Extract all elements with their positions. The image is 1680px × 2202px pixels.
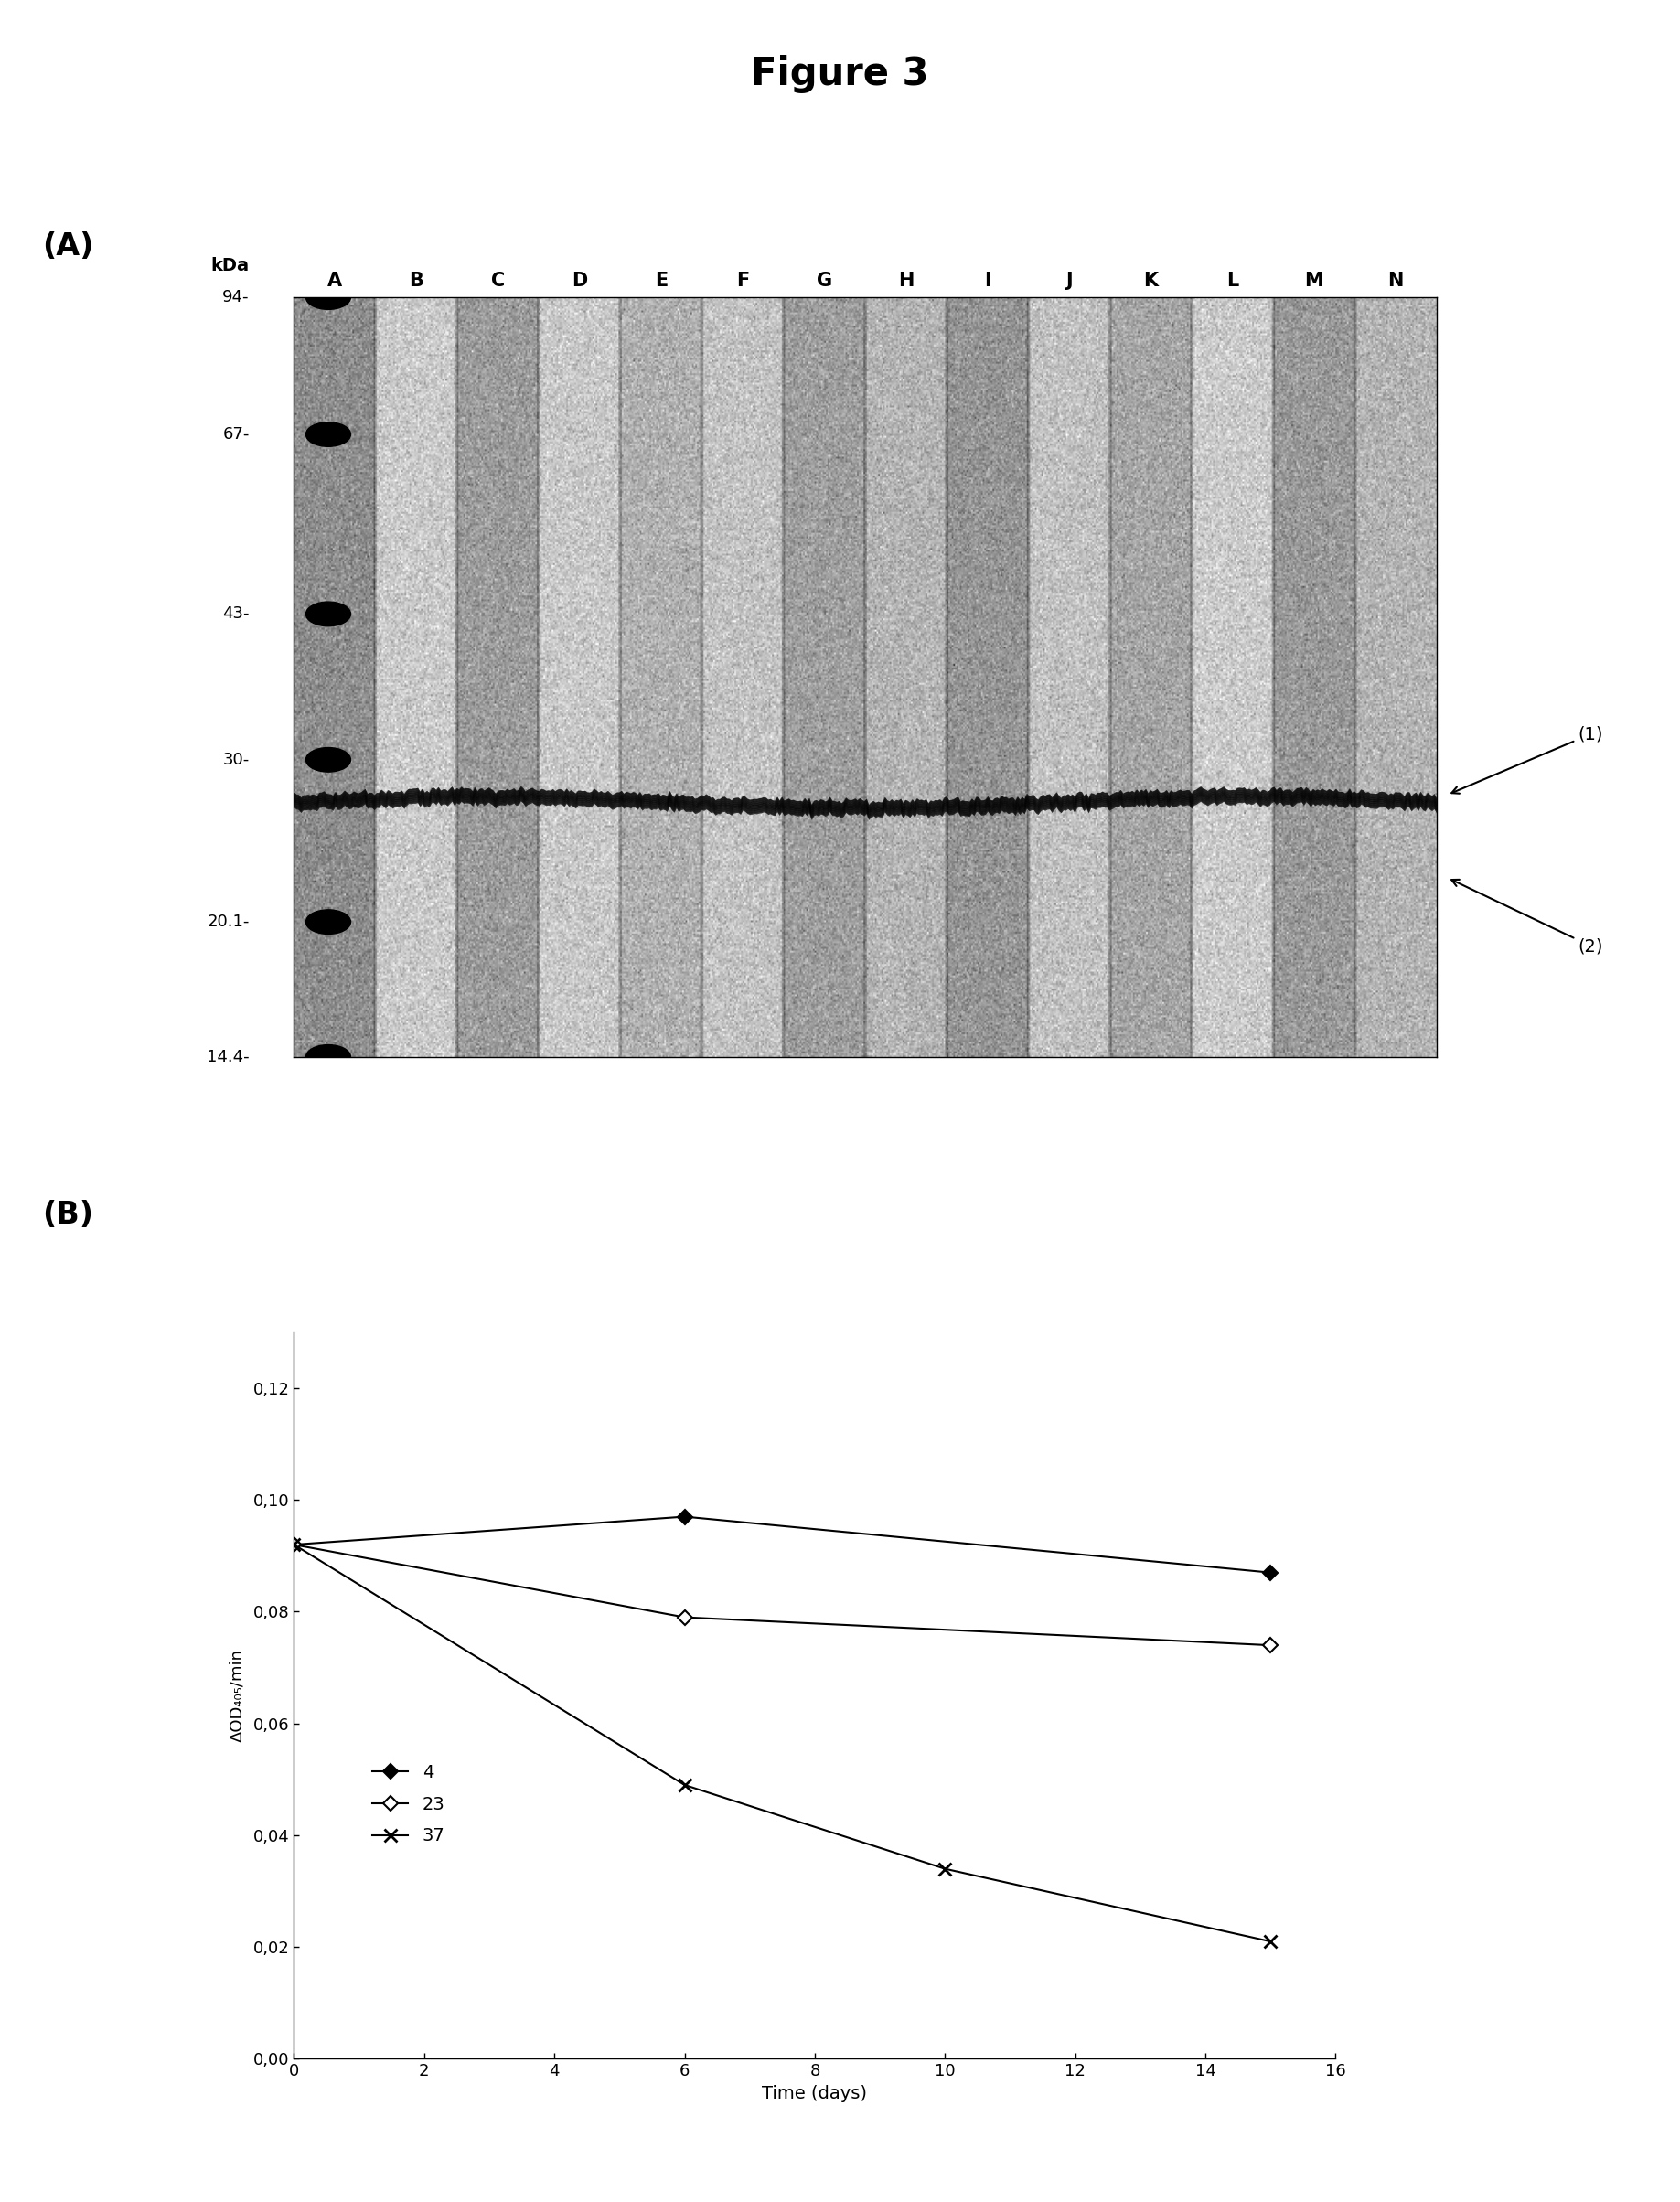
Text: D: D xyxy=(571,271,588,291)
Line: 37: 37 xyxy=(287,1539,1277,1949)
Text: 67-: 67- xyxy=(223,427,249,443)
Text: (A): (A) xyxy=(42,231,94,262)
Ellipse shape xyxy=(306,284,351,310)
Text: L: L xyxy=(1226,271,1238,291)
Text: (2): (2) xyxy=(1452,879,1603,956)
37 xyxy=(1260,1929,1280,1955)
Text: 20.1-: 20.1- xyxy=(207,914,249,929)
37 xyxy=(284,1530,304,1557)
Text: 94-: 94- xyxy=(222,288,249,306)
Line: 23: 23 xyxy=(289,1539,1275,1649)
Text: Figure 3: Figure 3 xyxy=(751,55,929,92)
Text: C: C xyxy=(491,271,506,291)
37 xyxy=(934,1856,954,1883)
Line: 4: 4 xyxy=(289,1511,1275,1577)
Text: M: M xyxy=(1304,271,1324,291)
37 xyxy=(675,1773,696,1799)
Text: B: B xyxy=(410,271,423,291)
Ellipse shape xyxy=(306,1044,351,1070)
Text: I: I xyxy=(984,271,991,291)
Text: 30-: 30- xyxy=(223,751,249,768)
23 xyxy=(284,1530,304,1557)
23 xyxy=(1260,1632,1280,1658)
4 xyxy=(675,1504,696,1530)
Ellipse shape xyxy=(306,749,351,773)
X-axis label: Time (days): Time (days) xyxy=(763,2085,867,2103)
Text: F: F xyxy=(736,271,749,291)
Text: (B): (B) xyxy=(42,1200,92,1231)
Text: E: E xyxy=(655,271,667,291)
Ellipse shape xyxy=(306,601,351,625)
Y-axis label: ΔOD₄₀₅/min: ΔOD₄₀₅/min xyxy=(228,1649,245,1742)
Text: G: G xyxy=(816,271,832,291)
Text: A: A xyxy=(328,271,343,291)
Text: H: H xyxy=(899,271,914,291)
Text: 14.4-: 14.4- xyxy=(207,1048,249,1066)
Text: 43-: 43- xyxy=(222,606,249,623)
Ellipse shape xyxy=(306,423,351,447)
Text: N: N xyxy=(1388,271,1403,291)
4 xyxy=(284,1530,304,1557)
Text: (1): (1) xyxy=(1452,724,1603,793)
4 xyxy=(1260,1559,1280,1585)
23 xyxy=(675,1603,696,1629)
Legend: 4, 23, 37: 4, 23, 37 xyxy=(365,1757,452,1852)
Text: K: K xyxy=(1144,271,1158,291)
Text: J: J xyxy=(1065,271,1074,291)
Ellipse shape xyxy=(306,909,351,934)
Text: kDa: kDa xyxy=(212,258,249,275)
